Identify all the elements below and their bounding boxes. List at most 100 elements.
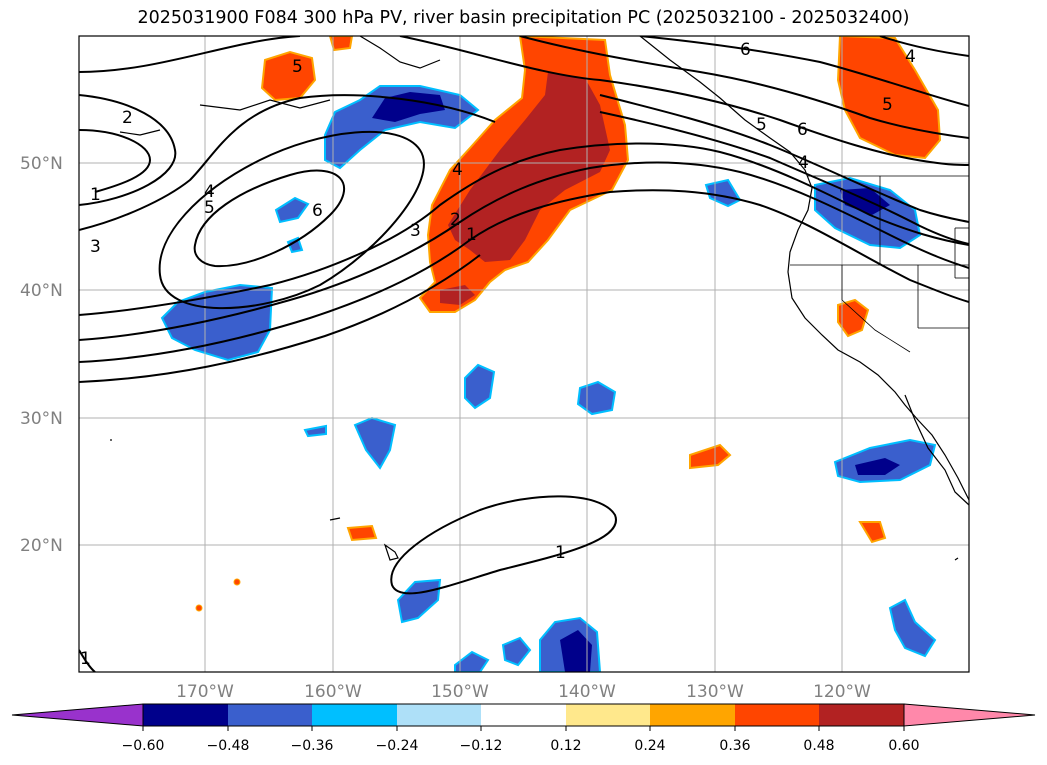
contour-label: 6: [740, 40, 751, 60]
pv-contour-ridge-4: [79, 254, 481, 383]
pv-contour-subtropic-1: [390, 495, 617, 595]
contour-label: 6: [797, 120, 808, 140]
colorbar-frame: [142, 703, 905, 727]
pv-contours: [79, 36, 969, 672]
pv-contour-top-3: [639, 36, 969, 107]
pv-contour-ridge-3: [79, 189, 969, 363]
colorbar-bin: [735, 704, 819, 726]
lat-label: 30°N: [20, 409, 63, 429]
contour-label: 1: [80, 649, 91, 669]
contour-label: 1: [90, 185, 101, 205]
pv-contour-top-6: [599, 111, 969, 245]
precip-negative-south-2: [501, 636, 532, 667]
precip-negative-small-1: [274, 196, 310, 224]
lon-label: 130°W: [686, 682, 744, 702]
pv-contour-cutoff-5: [193, 169, 346, 268]
pv-contour-top-4: [879, 36, 969, 57]
colorbar-extend-high: [903, 703, 1036, 727]
contour-label: 3: [410, 221, 421, 241]
colorbar-tick-label: −0.36: [291, 738, 334, 754]
contour-label: 2: [450, 210, 461, 230]
contour-label: 4: [452, 160, 463, 180]
colorbar-extend-low: [11, 703, 144, 727]
colorbar-bin: [397, 704, 481, 726]
precip-negative-115w: [888, 598, 937, 658]
plot-frame: [78, 35, 970, 673]
plot-area: 2 1 3 4 5 6 5 4 3 2 1 6 5 6 4 4 5 1 1: [78, 35, 970, 673]
precip-positive-aleutians: [260, 50, 317, 102]
pv-contour-ridge-2: [79, 161, 969, 341]
longitude-labels: 170°W 160°W 150°W 140°W 130°W 120°W: [176, 682, 871, 702]
colorbar-bin: [819, 704, 904, 726]
precip-negative-south-3: [454, 650, 490, 672]
precip-strong-baja: [855, 458, 900, 475]
contour-label: 5: [756, 115, 767, 135]
pv-contour-top-2: [519, 36, 969, 139]
pv-contour-ridge-1: [79, 142, 969, 316]
precip-positive-bc: [836, 36, 942, 160]
latitude-labels: 50°N 40°N 30°N 20°N: [20, 154, 63, 556]
precip-strong-ne-pacific: [448, 72, 610, 262]
precip-negative-tiny: [303, 424, 327, 438]
pv-contour-top-5: [599, 94, 969, 223]
colorbar-tick-label: 0.60: [888, 738, 919, 754]
colorbar-tick-label: 0.12: [550, 738, 581, 754]
lon-label: 150°W: [431, 682, 489, 702]
colorbar-tick-labels: −0.60 −0.48 −0.36 −0.24 −0.12 0.12 0.24 …: [122, 738, 920, 754]
pv-contour-top-1: [399, 36, 969, 166]
colorbar-tick-label: 0.24: [634, 738, 665, 754]
precip-positive-baja: [858, 521, 887, 544]
lon-label: 140°W: [558, 682, 616, 702]
political-borders: [790, 175, 969, 353]
colorbar-bin: [312, 704, 397, 726]
contour-label: 2: [122, 108, 133, 128]
lat-label: 40°N: [20, 281, 63, 301]
coastlines: [110, 36, 969, 561]
lat-label: 50°N: [20, 154, 63, 174]
colorbar-bin: [143, 704, 228, 726]
pv-contour-sw-1: [79, 649, 96, 672]
map-title: 2025031900 F084 300 hPa PV, river basin …: [137, 8, 910, 28]
contour-label: 5: [204, 198, 215, 218]
colorbar-tick-label: −0.24: [376, 738, 419, 754]
colorbar-ticks: [142, 726, 905, 731]
contour-label: 3: [90, 237, 101, 257]
precip-negative-small-2: [286, 236, 304, 254]
precip-positive-sierra: [837, 298, 870, 338]
pv-contour-cutoff-4: [158, 130, 425, 310]
contour-labels: 2 1 3 4 5 6 5 4 3 2 1 6 5 6 4 4 5 1 1: [80, 40, 916, 669]
lon-label: 170°W: [176, 682, 234, 702]
contour-label: 1: [466, 225, 477, 245]
graticule: [79, 36, 969, 672]
contour-label: 5: [292, 57, 303, 77]
colorbar-bin: [481, 704, 566, 726]
contour-label: 4: [204, 182, 215, 202]
contour-label: 4: [905, 47, 916, 67]
colorbar: −0.60 −0.48 −0.36 −0.24 −0.12 0.12 0.24 …: [11, 703, 1036, 754]
colorbar-bin: [650, 704, 735, 726]
colorbar-tick-label: −0.12: [460, 738, 503, 754]
colorbar-bin: [566, 704, 650, 726]
precip-positive-dot: [233, 578, 241, 586]
pv-contour-2-north: [79, 94, 177, 206]
colorbar-tick-label: 0.36: [719, 738, 750, 754]
contour-label: 5: [882, 95, 893, 115]
contour-label: 6: [312, 201, 323, 221]
colorbar-tick-label: −0.48: [207, 738, 250, 754]
colorbar-tick-label: −0.60: [122, 738, 165, 754]
contour-label: 4: [798, 153, 809, 173]
precip-positive-hawaii: [346, 524, 378, 542]
pv-contour-1-loop: [79, 129, 152, 193]
colorbar-bin: [228, 704, 312, 726]
contour-label: 1: [555, 543, 566, 563]
colorbar-tick-label: 0.48: [803, 738, 834, 754]
lon-label: 120°W: [813, 682, 871, 702]
pv-contour-1-north: [79, 36, 301, 73]
precip-strong-gulf-alaska: [372, 92, 445, 122]
precip-strong-south-1: [560, 630, 592, 672]
pv-contour-3-west: [79, 94, 496, 231]
lat-label: 20°N: [20, 536, 63, 556]
lon-label: 160°W: [304, 682, 362, 702]
precip-positive-dot: [195, 604, 203, 612]
